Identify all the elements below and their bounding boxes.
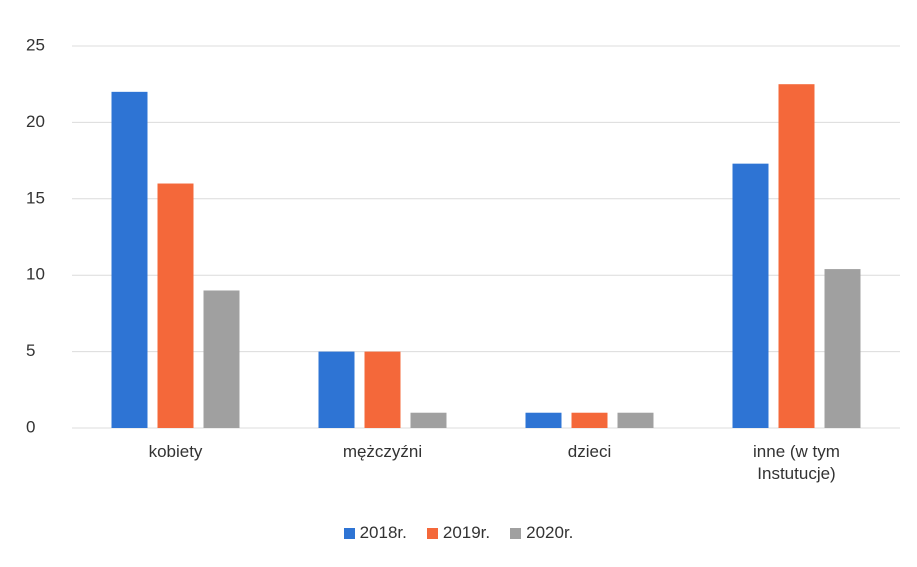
y-tick-label: 10: [26, 265, 45, 284]
legend-item: 2020r.: [510, 523, 573, 543]
legend-label: 2018r.: [359, 523, 407, 542]
x-tick-label: mężczyźni: [342, 442, 423, 461]
bar: [111, 91, 148, 428]
legend-swatch: [426, 527, 438, 539]
legend-item: 2019r.: [426, 523, 491, 543]
legend-label: 2020r.: [526, 523, 574, 542]
y-tick-label: 20: [26, 112, 45, 131]
x-tick-label: dzieci: [567, 442, 612, 461]
bar: [617, 412, 654, 428]
bar: [410, 412, 447, 428]
x-tick-label: kobiety: [148, 442, 203, 461]
bar: [571, 412, 608, 428]
y-tick-label: 15: [26, 188, 45, 207]
bar: [732, 163, 769, 428]
bar: [203, 290, 240, 428]
bar: [525, 412, 562, 428]
legend: 2018r. 2019r. 2020r.: [0, 523, 917, 543]
bar: [824, 269, 861, 428]
bar: [318, 351, 355, 428]
y-tick-label: 5: [26, 341, 35, 360]
bar: [157, 183, 194, 428]
x-tick-label: inne (w tym Instutucje): [753, 442, 840, 483]
legend-swatch: [510, 527, 522, 539]
bar: [778, 84, 815, 428]
legend-swatch: [343, 527, 355, 539]
y-tick-label: 25: [26, 35, 45, 54]
legend-item: 2018r.: [343, 523, 407, 543]
bar: [364, 351, 401, 428]
legend-label: 2019r.: [442, 523, 491, 542]
y-tick-label: 0: [26, 417, 35, 436]
